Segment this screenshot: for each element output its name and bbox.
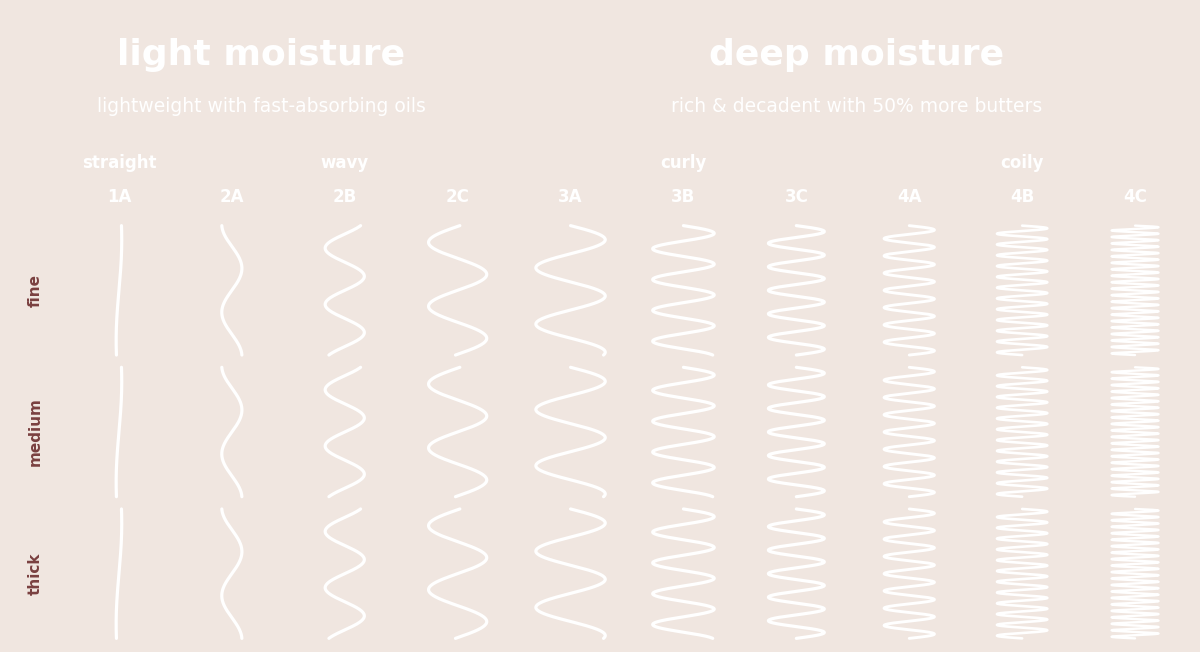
- Text: thick: thick: [28, 552, 42, 595]
- Text: 3B: 3B: [671, 188, 696, 207]
- Text: medium: medium: [28, 398, 42, 466]
- Text: 2B: 2B: [332, 188, 356, 207]
- Text: 4B: 4B: [1010, 188, 1034, 207]
- Text: 3C: 3C: [785, 188, 809, 207]
- Text: deep moisture: deep moisture: [709, 38, 1004, 72]
- Text: light moisture: light moisture: [118, 38, 406, 72]
- Text: 2C: 2C: [445, 188, 469, 207]
- Text: rich & decadent with 50% more butters: rich & decadent with 50% more butters: [671, 97, 1042, 116]
- Text: 3A: 3A: [558, 188, 583, 207]
- Text: 1A: 1A: [107, 188, 131, 207]
- Text: lightweight with fast-absorbing oils: lightweight with fast-absorbing oils: [97, 97, 426, 116]
- Text: 4A: 4A: [898, 188, 922, 207]
- Text: 2A: 2A: [220, 188, 244, 207]
- Text: 4C: 4C: [1123, 188, 1147, 207]
- Text: straight: straight: [82, 155, 156, 173]
- Text: curly: curly: [660, 155, 707, 173]
- Text: fine: fine: [28, 274, 42, 307]
- Text: coily: coily: [1001, 155, 1044, 173]
- Text: wavy: wavy: [320, 155, 368, 173]
